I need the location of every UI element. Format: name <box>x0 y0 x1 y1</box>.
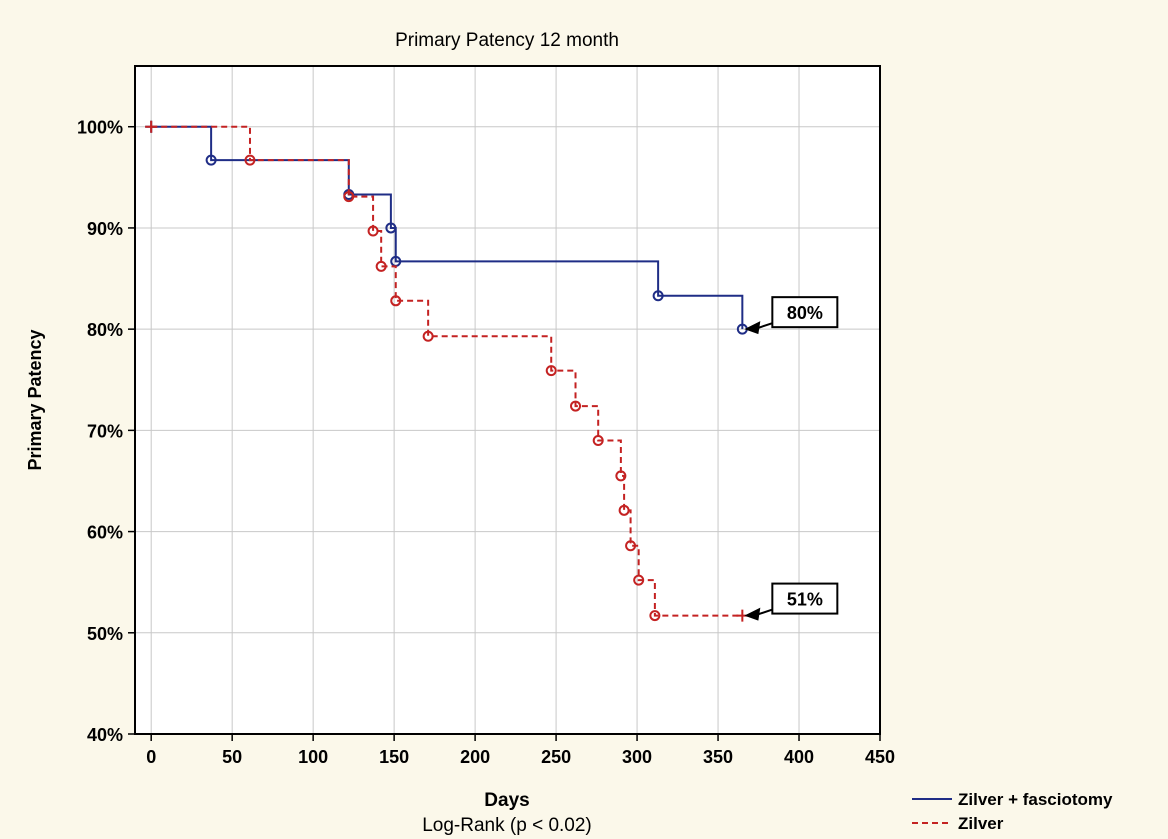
legend: Zilver + fasciotomy Zilver <box>912 790 1113 833</box>
x-tick-label: 250 <box>541 747 571 767</box>
censor-marker-zilver-fasciotomy <box>652 290 664 302</box>
censor-marker-zilver <box>545 365 557 377</box>
x-tick-label: 300 <box>622 747 652 767</box>
annotation-arrowhead <box>744 321 761 335</box>
x-axis-label: Days <box>484 790 529 811</box>
plot-frame <box>134 65 881 735</box>
censor-marker-zilver <box>390 295 402 307</box>
cross-marker-zilver <box>145 120 158 133</box>
series-line-zilver-fasciotomy <box>151 125 744 330</box>
censor-marker-zilver <box>244 154 256 166</box>
annotation-label: 51% <box>787 590 823 610</box>
censor-marker-zilver-fasciotomy <box>385 222 397 234</box>
x-tick-label: 50 <box>222 747 242 767</box>
censor-marker-zilver <box>367 225 379 237</box>
y-tick-label: 60% <box>87 523 123 543</box>
censor-marker-zilver <box>375 260 387 272</box>
censor-marker-zilver-fasciotomy <box>205 154 217 166</box>
x-tick-label: 350 <box>703 747 733 767</box>
legend-label-zilver-fasciotomy: Zilver + fasciotomy <box>958 790 1113 809</box>
y-tick-label: 80% <box>87 320 123 340</box>
legend-label-zilver: Zilver <box>958 814 1004 833</box>
y-tick-label: 100% <box>77 118 123 138</box>
censor-marker-zilver <box>592 434 604 446</box>
x-tick-label: 0 <box>146 747 156 767</box>
censor-marker-zilver <box>618 504 630 516</box>
annotations: 80% 51% <box>744 296 839 621</box>
censor-marker-zilver <box>649 610 661 622</box>
censor-marker-zilver <box>422 330 434 342</box>
series-layer <box>145 120 749 622</box>
annotation-box <box>771 582 839 615</box>
x-tick-label: 450 <box>865 747 895 767</box>
censor-marker-zilver <box>625 540 637 552</box>
y-tick-label: 40% <box>87 725 123 745</box>
censor-marker-zilver <box>343 191 355 203</box>
y-axis-label: Primary Patency <box>25 329 45 470</box>
annotation-label: 80% <box>787 303 823 323</box>
chart-title: Primary Patency 12 month <box>395 30 619 51</box>
censor-marker-zilver <box>570 400 582 412</box>
annotation-box <box>771 296 839 329</box>
y-tick-label: 90% <box>87 219 123 239</box>
y-tick-label: 70% <box>87 421 123 441</box>
y-tick-label: 50% <box>87 624 123 644</box>
censor-marker-zilver <box>633 574 645 586</box>
x-tick-label: 200 <box>460 747 490 767</box>
x-tick-label: 400 <box>784 747 814 767</box>
axis-ticks: 0 50 100 150 200 250 300 350 400 450 40% 50% 60% 70% 8… <box>77 118 895 767</box>
plot-area <box>135 66 880 734</box>
x-axis-sublabel: Log-Rank (p < 0.02) <box>422 815 592 836</box>
x-tick-label: 100 <box>298 747 328 767</box>
censor-marker-zilver <box>615 470 627 482</box>
annotation-arrowhead <box>744 607 761 621</box>
x-tick-label: 150 <box>379 747 409 767</box>
